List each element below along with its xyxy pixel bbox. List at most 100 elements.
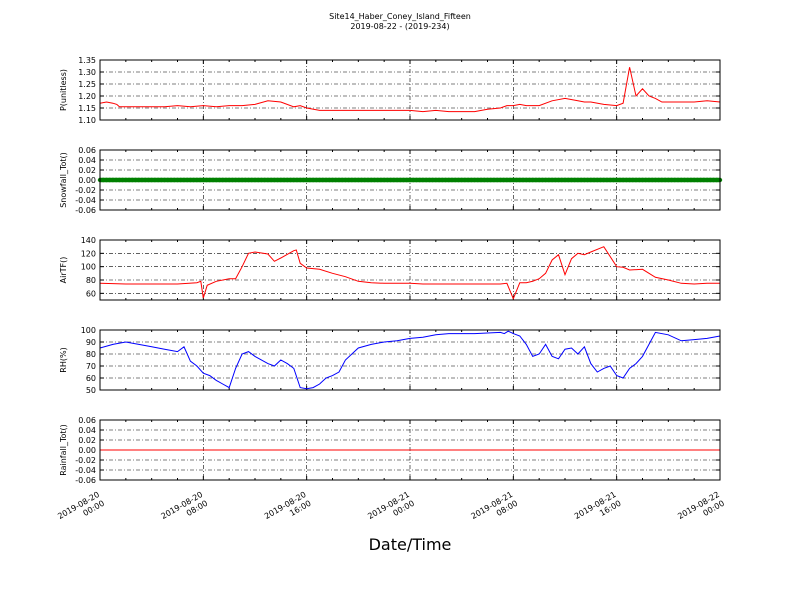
- data-point: [420, 177, 426, 183]
- data-point: [620, 177, 626, 183]
- data-point: [352, 177, 358, 183]
- chart-title: Site14_Haber_Coney_Island_Fifteen: [329, 12, 471, 21]
- data-point: [440, 177, 445, 183]
- data-point: [662, 177, 668, 183]
- y-tick-label: 0.00: [78, 176, 96, 185]
- y-tick-label: -0.02: [75, 456, 96, 465]
- data-point: [191, 177, 196, 183]
- data-point: [398, 177, 403, 183]
- data-point: [394, 177, 400, 183]
- data-point: [449, 177, 455, 183]
- data-point: [369, 177, 374, 183]
- y-tick-label: 80: [86, 276, 96, 285]
- data-point: [553, 177, 558, 183]
- data-point: [317, 177, 322, 183]
- data-point: [262, 177, 267, 183]
- y-tick-label: -0.04: [75, 466, 96, 475]
- data-point: [304, 177, 309, 183]
- data-point: [549, 177, 555, 183]
- y-tick-label: 0.04: [78, 426, 96, 435]
- data-point: [126, 177, 132, 183]
- data-point: [572, 177, 577, 183]
- data-point: [310, 177, 316, 183]
- data-point: [517, 177, 522, 183]
- data-point: [359, 177, 364, 183]
- data-point: [501, 177, 506, 183]
- data-point: [430, 177, 435, 183]
- data-point: [252, 177, 258, 183]
- data-point: [113, 177, 119, 183]
- y-tick-label: 50: [86, 386, 96, 395]
- data-point: [214, 177, 219, 183]
- data-point: [582, 177, 587, 183]
- data-point: [708, 177, 713, 183]
- data-point: [559, 177, 564, 183]
- data-point: [320, 177, 326, 183]
- data-point: [659, 177, 665, 183]
- data-point: [204, 177, 209, 183]
- data-point: [172, 177, 177, 183]
- data-point: [233, 177, 238, 183]
- series-line: [99, 330, 721, 390]
- y-tick-label: 80: [86, 350, 96, 359]
- data-point: [485, 177, 490, 183]
- data-point: [698, 177, 703, 183]
- y-tick-label: 1.35: [78, 56, 96, 65]
- data-point: [591, 177, 597, 183]
- data-point: [691, 177, 697, 183]
- y-tick-label: 1.30: [78, 68, 96, 77]
- data-point: [268, 177, 274, 183]
- y-tick-label: 100: [81, 263, 96, 272]
- data-point: [336, 177, 342, 183]
- data-point: [530, 177, 535, 183]
- data-point: [533, 177, 539, 183]
- data-point: [346, 177, 351, 183]
- data-point: [488, 177, 493, 183]
- data-point: [640, 177, 645, 183]
- data-point: [181, 177, 187, 183]
- data-point: [239, 177, 245, 183]
- data-point: [520, 177, 526, 183]
- data-point: [482, 177, 487, 183]
- data-point: [165, 177, 171, 183]
- series-line: [99, 246, 720, 301]
- data-point: [307, 177, 313, 183]
- data-point: [669, 177, 674, 183]
- data-point: [456, 177, 461, 183]
- data-point: [627, 177, 632, 183]
- plot-frame: [99, 239, 721, 301]
- data-point: [453, 177, 458, 183]
- data-point: [514, 177, 519, 183]
- y-tick-label: 90: [86, 338, 96, 347]
- data-point: [381, 177, 387, 183]
- y-axis-label: AirTF(): [59, 257, 68, 284]
- y-axis-label: P(unitless): [59, 69, 68, 111]
- data-point: [149, 177, 154, 183]
- data-point: [175, 177, 180, 183]
- data-point: [339, 177, 345, 183]
- data-point: [139, 177, 145, 183]
- y-tick-label: 0.00: [78, 446, 96, 455]
- y-tick-label: 60: [86, 289, 96, 298]
- data-point: [201, 177, 206, 183]
- y-tick-label: -0.06: [75, 476, 96, 485]
- data-point: [133, 177, 138, 183]
- data-point: [323, 177, 329, 183]
- data-point: [136, 177, 141, 183]
- data-point: [494, 177, 500, 183]
- data-point: [611, 177, 616, 183]
- data-point: [575, 177, 581, 183]
- data-point: [401, 177, 406, 183]
- data-point: [646, 177, 652, 183]
- data-point: [695, 177, 700, 183]
- data-point: [301, 177, 306, 183]
- data-point: [378, 177, 384, 183]
- y-tick-label: -0.04: [75, 196, 96, 205]
- data-point: [614, 177, 619, 183]
- data-point: [197, 177, 203, 183]
- data-point: [569, 177, 574, 183]
- data-point: [246, 177, 251, 183]
- data-point: [414, 177, 419, 183]
- data-point: [333, 177, 338, 183]
- data-point: [117, 177, 122, 183]
